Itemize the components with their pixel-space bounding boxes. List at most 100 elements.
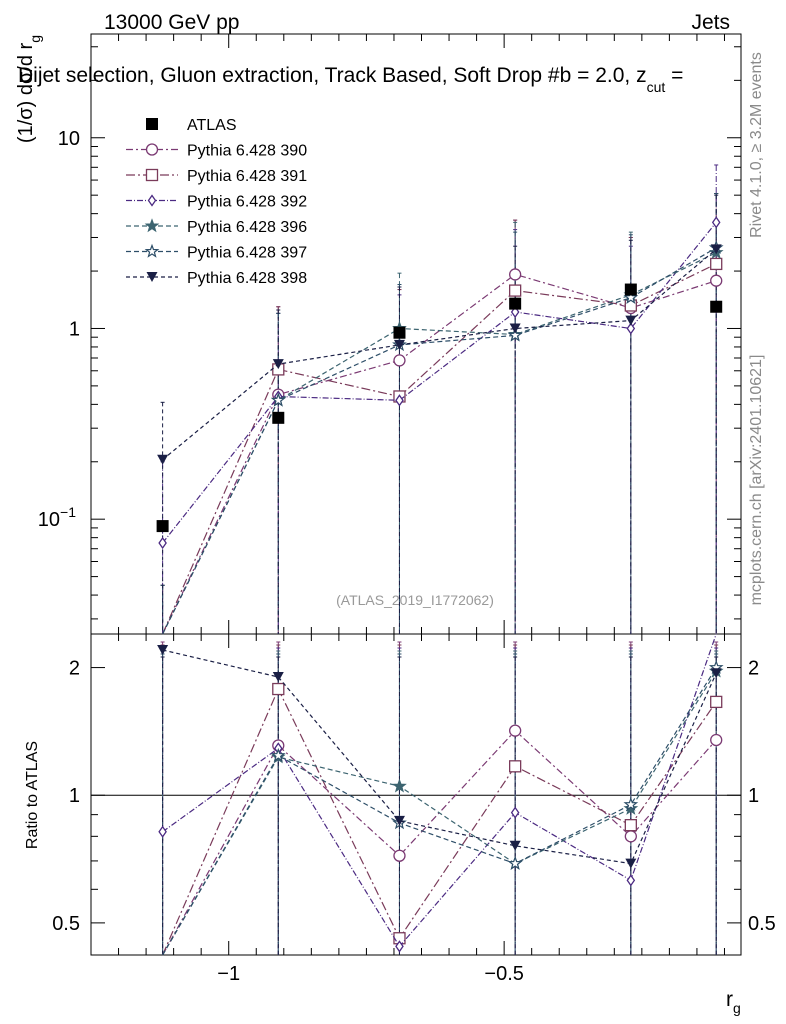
main-ylabel: (1/σ) dσ/d rg: [15, 35, 43, 143]
main-y-tick-label: 10−1: [38, 504, 76, 531]
main-y-tick-label-base: 10: [58, 128, 80, 150]
legend-entry-pythia-6-428-392: Pythia 6.428 392: [126, 194, 307, 211]
legend-marker: [145, 143, 159, 156]
main-y-tick-label: 10: [58, 128, 80, 150]
ratio-series-pythia-6-428-390: [162, 724, 723, 956]
main-y-tick-label-base: 1: [69, 318, 80, 340]
data-point: [710, 244, 722, 255]
ratio-data-point: [392, 778, 407, 793]
xlabel-text: r: [726, 988, 733, 1011]
ratio-series-line: [162, 633, 717, 948]
process-label: Jets: [691, 11, 730, 34]
ratio-data-point: [710, 733, 723, 747]
data-point: [625, 315, 637, 326]
ratio-error-bars-pythia-6-428-392: [160, 647, 719, 955]
ratio-y-tick-label-left: 2: [69, 658, 80, 680]
ratio-series-line: [162, 670, 717, 956]
legend-marker: [145, 168, 159, 182]
main-y-tick-label-exp: −1: [60, 504, 76, 520]
legend-label: Pythia 6.428 396: [187, 219, 307, 236]
ratio-data-point: [625, 858, 637, 869]
legend-entry-pythia-6-428-390: Pythia 6.428 390: [126, 143, 307, 160]
ratio-data-point: [623, 796, 639, 811]
data-point: [509, 284, 522, 297]
selection-title-sub: cut: [647, 79, 666, 95]
selection-title-main: Dijet selection, Gluon extraction, Track…: [18, 64, 647, 87]
ratio-y-tick-label-right: 1: [748, 785, 759, 807]
ratio-data-point: [395, 940, 404, 953]
xlabel: rg: [726, 988, 741, 1016]
atlas-data-point: [393, 326, 406, 339]
main-y-tick-label: 1: [69, 318, 80, 340]
legend-label: ATLAS: [187, 117, 237, 134]
ratio-data-point: [157, 645, 169, 656]
data-point: [509, 268, 522, 281]
ratio-data-point: [510, 806, 520, 819]
legend-marker: [146, 272, 158, 282]
ratio-data-point: [626, 874, 636, 887]
selection-title: Dijet selection, Gluon extraction, Track…: [18, 64, 683, 95]
data-point: [507, 327, 523, 342]
side-label-bottom: mcplots.cern.ch [arXiv:2401.10621]: [748, 355, 765, 606]
ratio-data-point: [624, 819, 637, 832]
series-line: [162, 263, 717, 635]
ratio-data-point: [509, 760, 522, 773]
ratio-data-point: [624, 830, 637, 843]
ratio-plot-frame: [90, 633, 742, 956]
data-point: [393, 339, 405, 350]
atlas-data-point: [509, 297, 522, 310]
data-point: [395, 394, 404, 407]
x-tick-label: −0.5: [484, 963, 523, 985]
series-pythia-6-428-392: [158, 216, 721, 550]
legend-label: Pythia 6.428 392: [187, 194, 307, 211]
ratio-data-point: [393, 815, 405, 826]
legend-marker: [146, 118, 158, 130]
series-line: [162, 273, 717, 635]
ratio-y-tick-label-left: 0.5: [52, 913, 80, 935]
selection-title-tail: =: [665, 64, 683, 87]
ratio-series-line: [162, 687, 717, 956]
ratio-series-pythia-6-428-391: [162, 682, 723, 956]
legend-entry-pythia-6-428-396: Pythia 6.428 396: [126, 218, 307, 236]
ratio-axis-ticks: 0.5 0.5 1 1 2 2 −1 −0.5: [52, 634, 776, 985]
data-point: [711, 216, 721, 229]
watermark: (ATLAS_2019_I1772062): [336, 592, 494, 608]
ratio-data-point: [710, 695, 723, 709]
ratio-series-pythia-6-428-392: [158, 633, 717, 953]
legend: ATLAS Pythia 6.428 390 Pythia 6.428 391 Pyt…: [126, 117, 307, 287]
data-point: [710, 257, 723, 271]
side-label-top: Rivet 4.1.0, ≥ 3.2M events: [748, 52, 765, 238]
xlabel-sub: g: [733, 1000, 741, 1016]
series-pythia-6-428-398: [157, 244, 722, 465]
data-point: [710, 274, 723, 287]
ratio-data-point: [270, 747, 286, 762]
atlas-data-point: [156, 520, 169, 533]
series-pythia-6-428-396: [162, 244, 724, 635]
data-point: [272, 359, 284, 370]
ratio-series-pythia-6-428-398: [157, 645, 722, 869]
ratio-series-pythia-6-428-397: [162, 659, 724, 956]
series-pythia-6-428-390: [162, 268, 723, 635]
ratio-y-tick-label-left: 1: [69, 785, 80, 807]
main-ylabel-text: (1/σ) dσ/d r: [15, 42, 37, 143]
main-y-tick-label-base: 10: [38, 509, 60, 531]
ratio-series-line: [162, 667, 717, 956]
legend-entry-pythia-6-428-398: Pythia 6.428 398: [126, 270, 307, 287]
ratio-error-bars-pythia-6-428-391: [160, 644, 719, 955]
data-point: [626, 322, 636, 335]
series-pythia-6-428-397: [162, 240, 724, 635]
data-point: [623, 289, 639, 304]
data-point: [157, 454, 169, 465]
data-point: [509, 323, 521, 334]
series-line: [162, 247, 717, 635]
ratio-y-tick-label-right: 0.5: [748, 913, 776, 935]
ratio-data-point: [393, 849, 406, 862]
legend-entry-pythia-6-428-397: Pythia 6.428 397: [126, 243, 307, 262]
atlas-data-point: [624, 283, 637, 296]
legend-label: Pythia 6.428 391: [187, 168, 307, 185]
legend-label: Pythia 6.428 390: [187, 143, 307, 160]
ratio-series-line: [162, 649, 717, 865]
ratio-data-point: [509, 724, 522, 737]
